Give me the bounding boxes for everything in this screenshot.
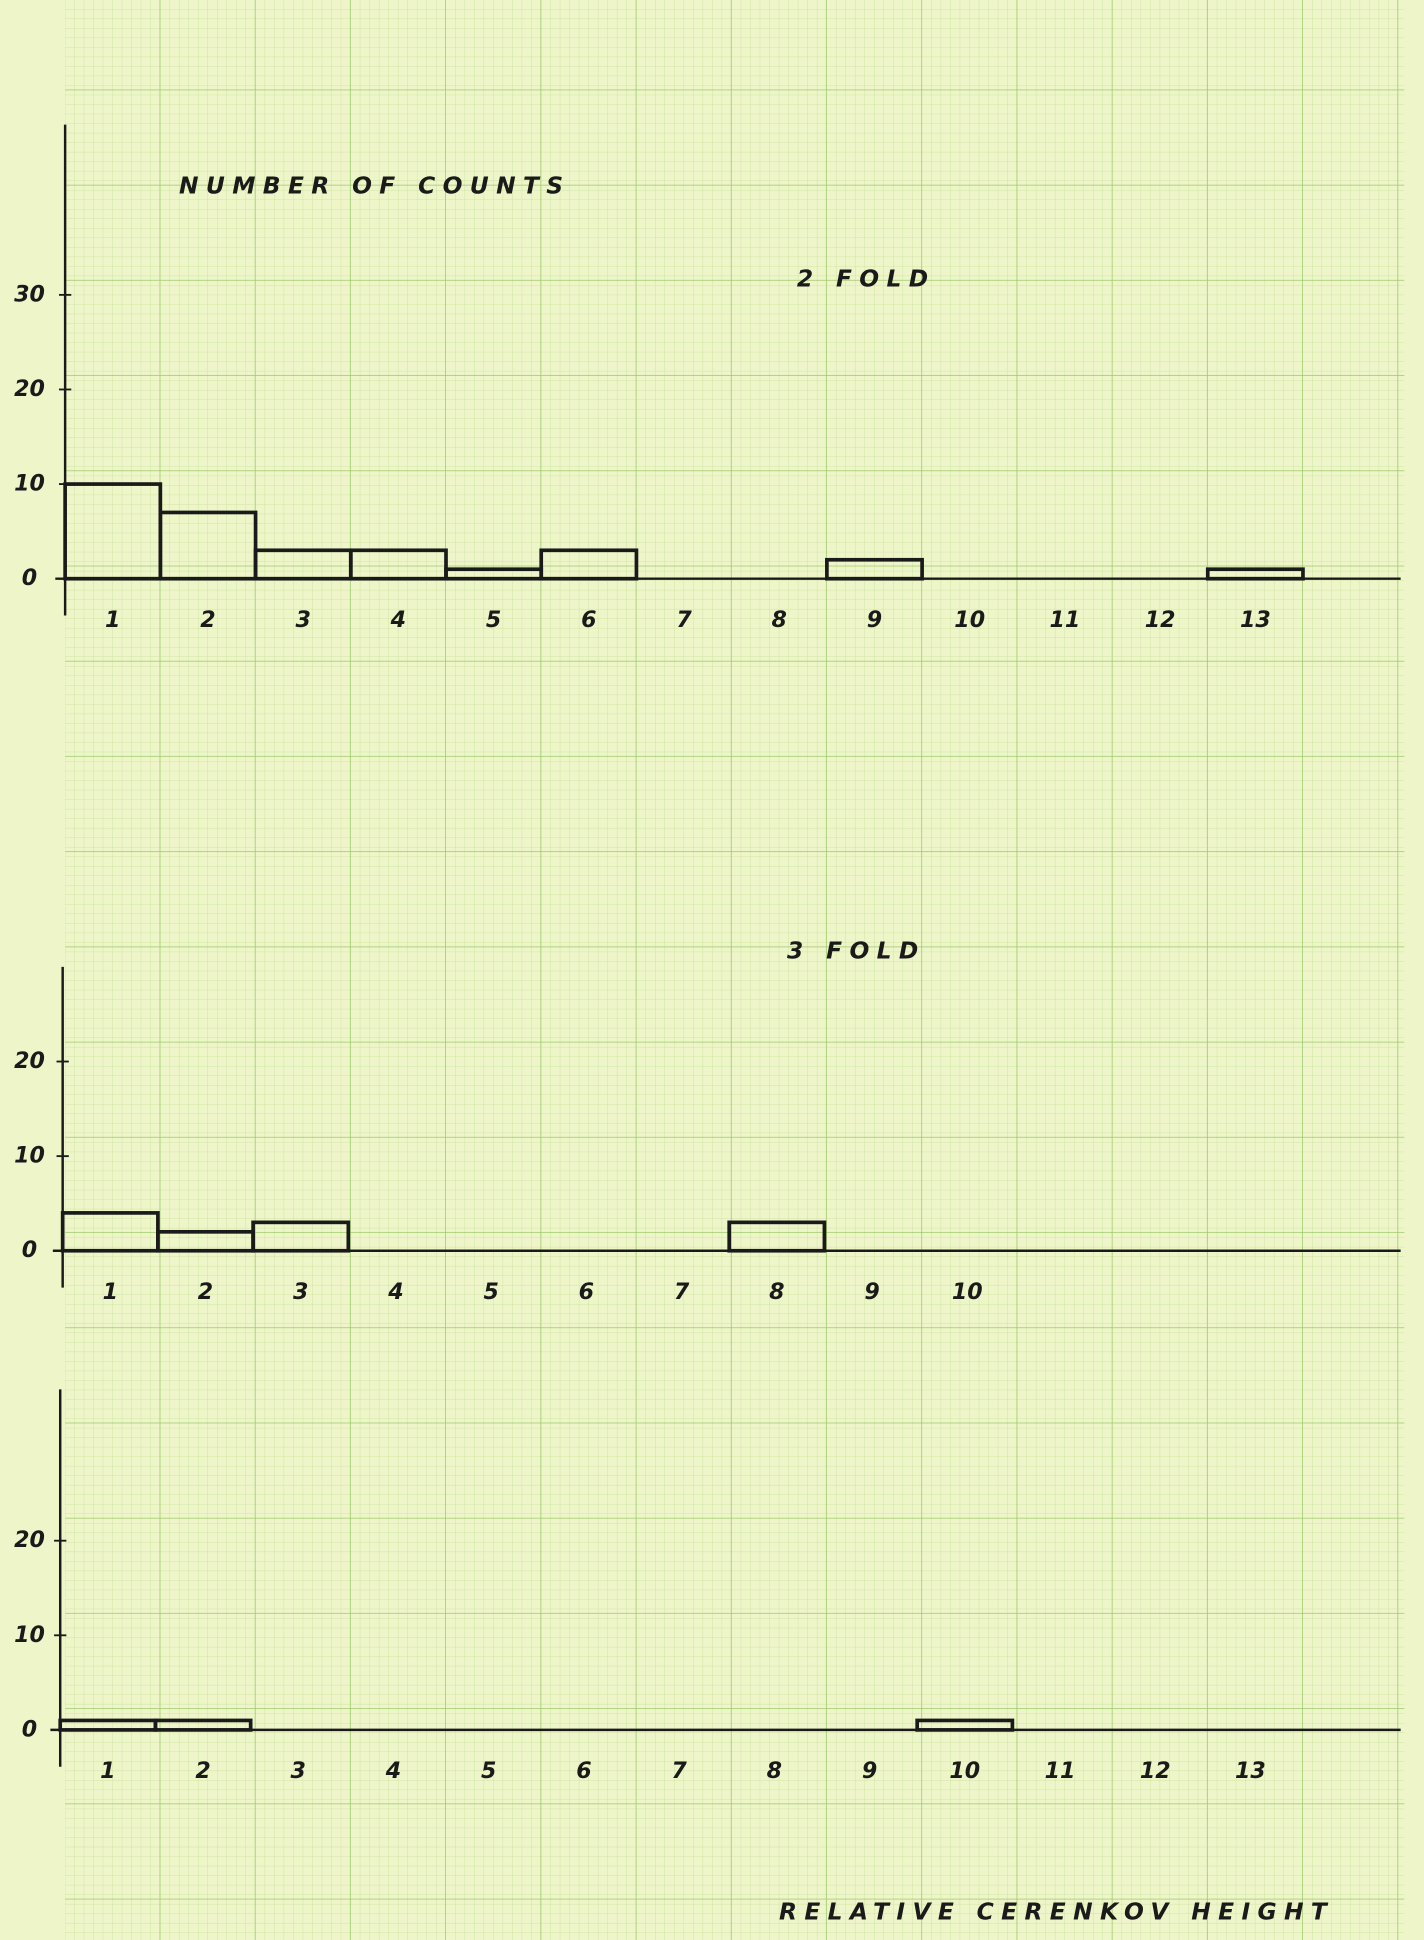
y-axis-label: NUMBER OF COUNTS <box>179 171 570 199</box>
x-tick-label: 7 <box>676 607 692 633</box>
x-tick-label: 10 <box>949 1758 980 1784</box>
y-tick-label: 10 <box>14 471 45 497</box>
y-tick-label: 20 <box>14 376 45 402</box>
x-tick-label: 9 <box>867 607 882 633</box>
x-tick-label: 11 <box>1050 607 1081 633</box>
y-tick-label: 20 <box>14 1048 45 1074</box>
x-tick-label: 13 <box>1235 1758 1266 1784</box>
page: NUMBER OF COUNTS 2 FOLD 3 FOLD RELATIVE … <box>0 0 1424 1940</box>
x-tick-label: 7 <box>674 1279 690 1305</box>
y-tick-label: 10 <box>14 1143 45 1169</box>
x-tick-label: 2 <box>198 1279 213 1305</box>
x-tick-label: 13 <box>1240 607 1271 633</box>
x-tick-label: 1 <box>100 1758 115 1784</box>
x-tick-label: 6 <box>579 1279 594 1305</box>
x-tick-label: 7 <box>671 1758 687 1784</box>
x-tick-label: 2 <box>195 1758 210 1784</box>
x-tick-label: 1 <box>105 607 120 633</box>
x-tick-label: 6 <box>576 1758 591 1784</box>
chart-title: 2 FOLD <box>797 265 936 293</box>
x-tick-label: 2 <box>200 607 215 633</box>
x-tick-label: 5 <box>483 1279 498 1305</box>
x-tick-label: 6 <box>581 607 596 633</box>
x-tick-label: 3 <box>293 1279 308 1305</box>
x-tick-label: 8 <box>767 1758 782 1784</box>
x-tick-label: 11 <box>1045 1758 1076 1784</box>
x-tick-label: 9 <box>864 1279 879 1305</box>
x-tick-label: 1 <box>103 1279 118 1305</box>
y-tick-label: 20 <box>14 1527 45 1553</box>
x-tick-label: 3 <box>295 607 310 633</box>
y-tick-label: 10 <box>14 1622 45 1648</box>
x-tick-label: 5 <box>486 607 501 633</box>
y-tick-label: 0 <box>22 1237 37 1263</box>
x-tick-label: 9 <box>862 1758 877 1784</box>
x-tick-label: 12 <box>1140 1758 1171 1784</box>
chart-title: 3 FOLD <box>787 937 926 965</box>
y-tick-label: 0 <box>22 1716 37 1742</box>
x-tick-label: 8 <box>769 1279 784 1305</box>
x-tick-label: 10 <box>952 1279 983 1305</box>
x-tick-label: 3 <box>291 1758 306 1784</box>
x-tick-label: 12 <box>1145 607 1176 633</box>
x-tick-label: 8 <box>772 607 787 633</box>
x-tick-label: 5 <box>481 1758 496 1784</box>
y-tick-label: 30 <box>14 281 45 307</box>
x-tick-label: 4 <box>390 607 406 633</box>
y-tick-label: 0 <box>22 565 37 591</box>
x-tick-label: 4 <box>385 1758 401 1784</box>
x-tick-label: 10 <box>954 607 985 633</box>
graph-paper: NUMBER OF COUNTS 2 FOLD 3 FOLD RELATIVE … <box>0 0 1424 1940</box>
x-tick-label: 4 <box>387 1279 403 1305</box>
x-axis-label: RELATIVE CERENKOV HEIGHT <box>779 1897 1334 1925</box>
coarse-grid <box>65 0 1404 1940</box>
